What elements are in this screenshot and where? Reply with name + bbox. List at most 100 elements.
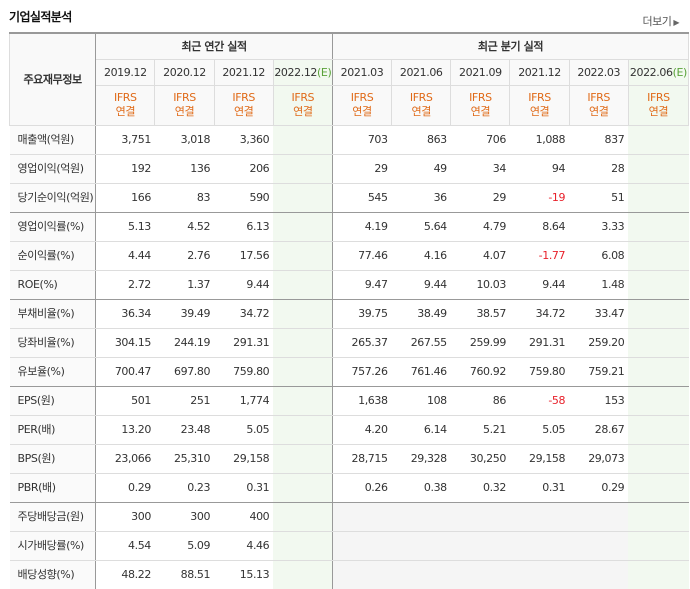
table-cell: 0.31	[509, 472, 570, 503]
row-label: 유보율(%)	[9, 356, 97, 387]
table-cell: 1.48	[569, 269, 629, 300]
accounting-standard-label: IFRS	[114, 91, 137, 104]
row-label: 주당배당금(원)	[9, 501, 97, 532]
table-cell: 545	[332, 182, 392, 213]
table-cell	[273, 327, 333, 358]
consolidation-label: 연결	[648, 105, 669, 118]
table-cell: 1,088	[509, 124, 570, 155]
table-cell	[273, 240, 333, 271]
table-cell: 5.64	[391, 211, 451, 242]
table-cell: 8.64	[509, 211, 570, 242]
table-cell	[509, 559, 570, 589]
table-cell: 837	[569, 124, 629, 155]
table-cell: 86	[450, 385, 510, 416]
table-row: 배당성향(%) 48.22 88.51 15.13	[9, 559, 689, 589]
table-cell: 1,638	[332, 385, 392, 416]
table-cell: 34	[450, 153, 510, 184]
table-cell: 39.49	[154, 298, 215, 329]
period-label: 2021.03	[340, 65, 384, 79]
table-cell: 0.38	[391, 472, 451, 503]
table-cell: 108	[391, 385, 451, 416]
table-cell: 259.99	[450, 327, 510, 358]
table-cell: 3.33	[569, 211, 629, 242]
table-cell	[569, 530, 629, 561]
accounting-standard: IFRS 연결	[95, 84, 156, 126]
table-cell	[628, 327, 689, 358]
table-cell: 5.05	[509, 414, 570, 445]
accounting-standard: IFRS 연결	[568, 84, 629, 126]
row-label: PER(배)	[9, 414, 97, 445]
table-cell: 6.08	[569, 240, 629, 271]
consolidation-label: 연결	[115, 105, 136, 118]
accounting-standard: IFRS 연결	[450, 84, 511, 126]
row-label: ROE(%)	[9, 269, 97, 300]
row-label: 시가배당률(%)	[9, 530, 97, 561]
table-cell: 29,328	[391, 443, 451, 474]
estimate-mark: (E)	[672, 65, 688, 79]
table-cell: 265.37	[332, 327, 392, 358]
table-cell: 5.09	[154, 530, 215, 561]
table-cell: 36	[391, 182, 451, 213]
table-cell	[628, 501, 689, 532]
period-header: 2019.12	[95, 58, 156, 86]
table-cell: 759.80	[509, 356, 570, 387]
period-header: 2020.12	[154, 58, 215, 86]
table-cell: 23,066	[95, 443, 155, 474]
table-cell: 1.37	[154, 269, 215, 300]
estimate-mark: (E)	[317, 65, 332, 79]
table-cell: 590	[214, 182, 274, 213]
table-cell: 291.31	[214, 327, 274, 358]
accounting-standard-label: IFRS	[409, 91, 433, 104]
table-cell: 760.92	[450, 356, 510, 387]
accounting-standard: IFRS 연결	[331, 84, 393, 126]
table-cell	[628, 298, 689, 329]
row-label: PBR(배)	[9, 472, 97, 503]
table-cell: -1.77	[509, 240, 570, 271]
table-cell: 29,158	[214, 443, 274, 474]
row-label: EPS(원)	[9, 385, 97, 416]
table-cell: 30,250	[450, 443, 510, 474]
table-cell: 38.49	[391, 298, 451, 329]
table-cell: 267.55	[391, 327, 451, 358]
table-cell: 94	[509, 153, 570, 184]
table-cell	[273, 182, 333, 213]
table-cell: 759.21	[569, 356, 629, 387]
consolidation-label: 연결	[233, 105, 254, 118]
table-cell: 300	[95, 501, 155, 532]
table-cell: 5.13	[95, 211, 155, 242]
more-link[interactable]: 더보기 ▶	[642, 13, 679, 29]
table-cell: 9.44	[214, 269, 274, 300]
table-cell	[628, 530, 689, 561]
consolidation-label: 연결	[588, 105, 609, 118]
table-cell: 761.46	[391, 356, 451, 387]
period-label: 2021.12	[518, 65, 561, 79]
table-cell	[273, 472, 333, 503]
table-cell: 0.29	[95, 472, 155, 503]
consolidation-label: 연결	[411, 105, 431, 118]
table-cell	[332, 501, 392, 532]
table-cell: 29	[332, 153, 392, 184]
table-cell	[273, 559, 333, 589]
row-label: 당좌비율(%)	[9, 327, 97, 358]
table-cell: 5.05	[214, 414, 274, 445]
table-cell	[509, 530, 570, 561]
table-cell: 192	[95, 153, 155, 184]
table-cell	[273, 530, 333, 561]
table-cell	[273, 153, 333, 184]
table-row: EPS(원) 501 251 1,774 1,638 108 86 -58 153	[9, 385, 689, 416]
table-cell: 697.80	[154, 356, 215, 387]
table-cell: 4.46	[214, 530, 274, 561]
accounting-standard: IFRS 연결	[391, 84, 452, 126]
table-cell	[273, 501, 333, 532]
table-cell: 28.67	[569, 414, 629, 445]
period-label: 2021.12	[222, 65, 266, 79]
accounting-standard: IFRS 연결	[213, 84, 274, 126]
row-label: 부채비율(%)	[9, 298, 97, 329]
table-cell: 863	[391, 124, 451, 155]
accounting-standard-label: IFRS	[647, 91, 670, 104]
row-label: 영업이익(억원)	[9, 153, 97, 184]
table-cell: 759.80	[214, 356, 274, 387]
table-cell: 23.48	[154, 414, 215, 445]
table-cell: -19	[509, 182, 570, 213]
table-cell: 251	[154, 385, 215, 416]
